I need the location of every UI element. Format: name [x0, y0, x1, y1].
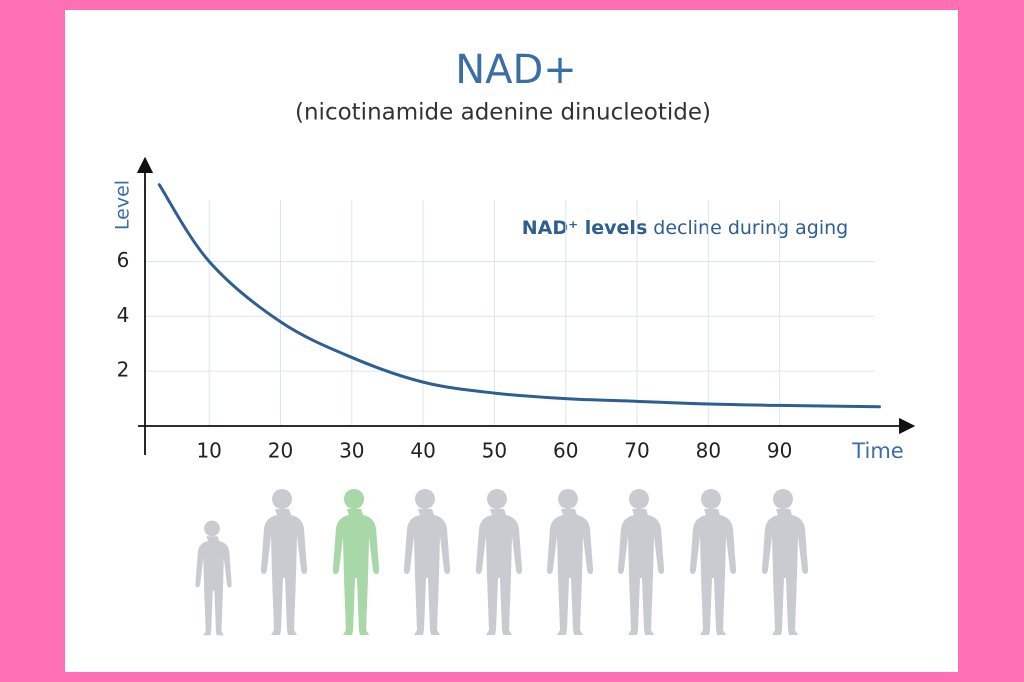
annotation-emphasis: NAD⁺ levels [522, 217, 648, 239]
annotation-rest: decline during aging [653, 217, 848, 239]
x-tick-label: 60 [553, 439, 578, 463]
x-tick-label: 40 [410, 439, 435, 463]
x-axis-label: Time [851, 439, 903, 463]
y-tick-label: 4 [117, 303, 130, 327]
x-tick-label: 80 [696, 439, 721, 463]
y-axis-label: Level [112, 180, 134, 230]
chart-subtitle: (nicotinamide adenine dinucleotide) [295, 100, 711, 126]
x-tick-label: 10 [196, 439, 221, 463]
x-tick-label: 20 [268, 439, 293, 463]
x-tick-label: 90 [767, 439, 792, 463]
x-tick-label: 30 [339, 439, 364, 463]
y-tick-label: 6 [117, 248, 130, 272]
figures [195, 489, 808, 636]
y-tick-label: 2 [117, 358, 130, 382]
annotation: NAD⁺ levels decline during aging [522, 217, 849, 239]
line [157, 183, 881, 409]
x-tick-label: 70 [624, 439, 649, 463]
grid [145, 200, 875, 426]
chart-title: NAD+ [455, 47, 577, 93]
x-tick-label: 50 [482, 439, 507, 463]
